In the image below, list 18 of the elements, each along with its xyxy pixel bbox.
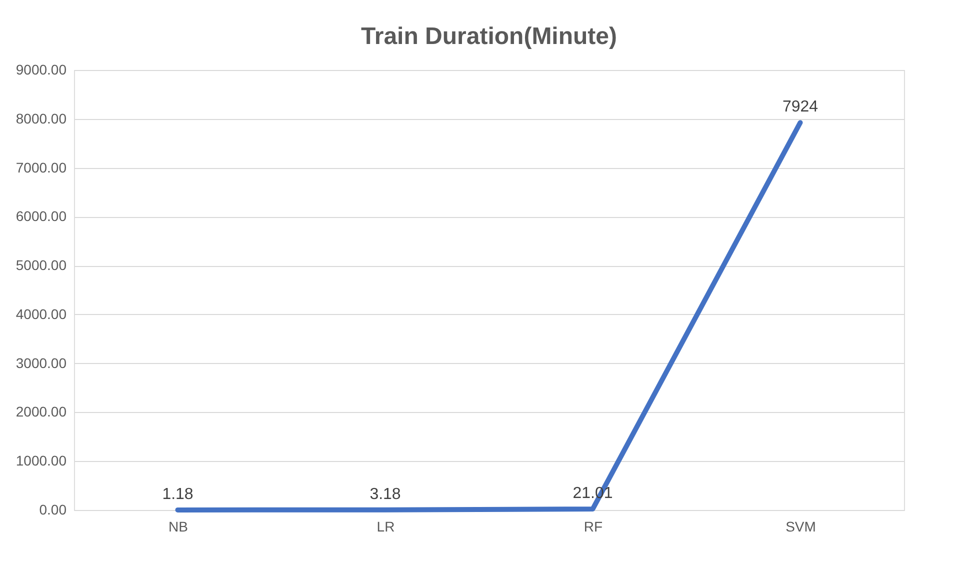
y-tick-label: 0.00 (39, 502, 67, 518)
y-tick-label: 7000.00 (16, 159, 67, 176)
y-tick-label: 6000.00 (16, 208, 67, 224)
data-label: 1.18 (162, 486, 194, 503)
y-tick-label: 9000.00 (16, 62, 67, 78)
x-tick-label: RF (584, 518, 603, 534)
x-tick-label: NB (168, 518, 188, 534)
y-tick-label: 1000.00 (16, 452, 67, 469)
data-label: 7924 (782, 98, 818, 116)
y-tick-label: 2000.00 (16, 404, 67, 420)
x-tick-label: SVM (786, 518, 816, 534)
y-tick-label: 8000.00 (16, 110, 67, 126)
chart-title: Train Duration(Minute) (361, 23, 617, 50)
y-tick-label: 5000.00 (16, 257, 67, 274)
data-label: 3.18 (370, 486, 401, 503)
x-tick-label: LR (376, 518, 395, 534)
y-tick-label: 3000.00 (16, 354, 67, 371)
y-tick-label: 4000.00 (16, 306, 67, 322)
